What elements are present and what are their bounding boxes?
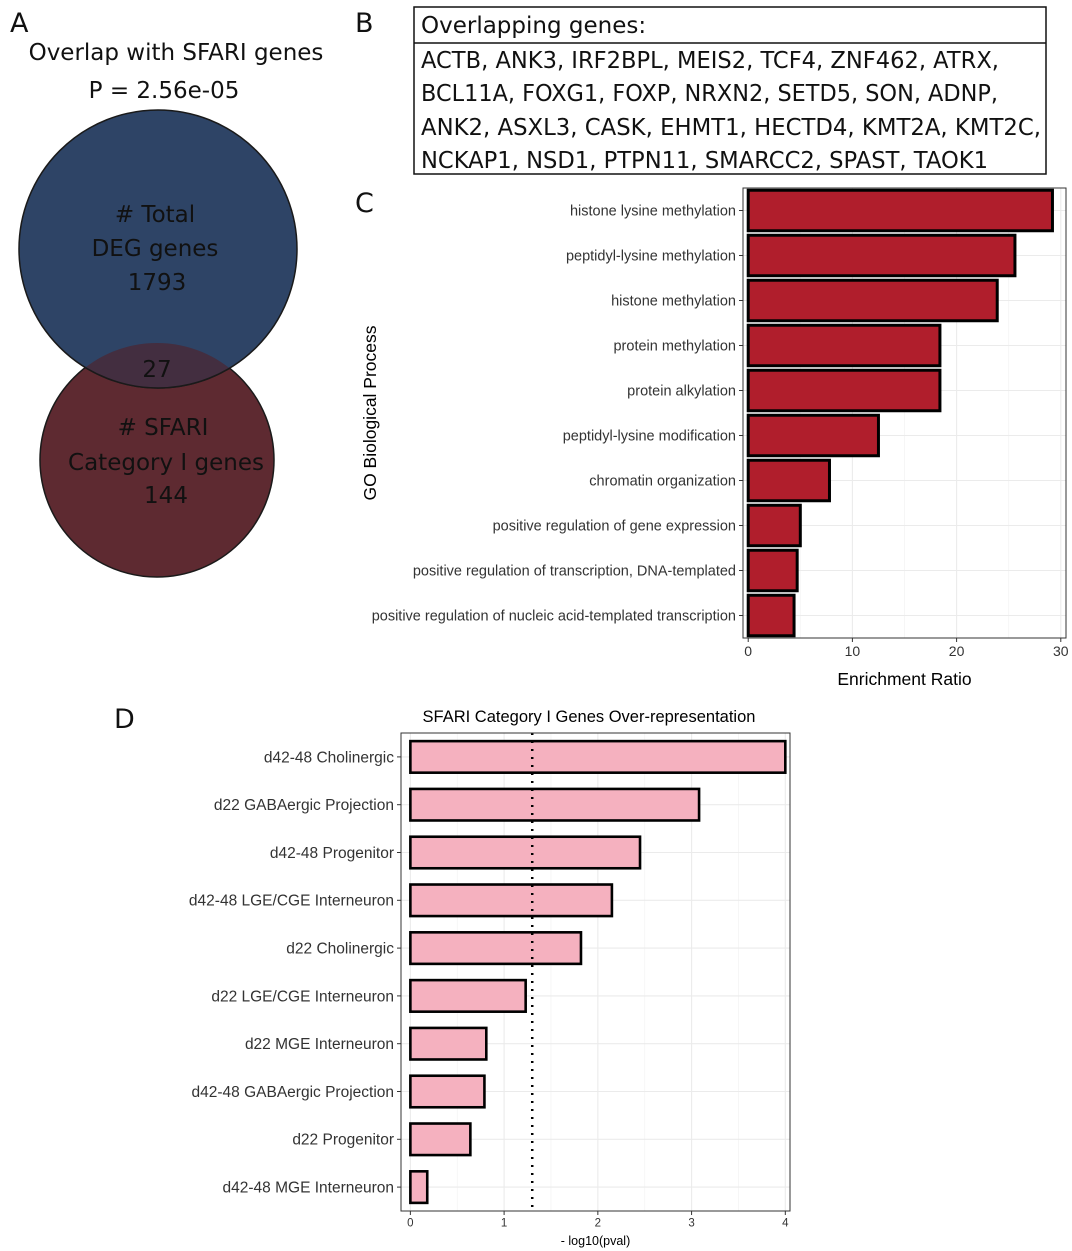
category-label: positive regulation of gene expression bbox=[493, 519, 736, 535]
x-tick-label: 1 bbox=[501, 1218, 507, 1230]
gene-box: Overlapping genes: ACTB, ANK3, IRF2BPL, … bbox=[413, 6, 1047, 175]
x-tick-label: 0 bbox=[407, 1218, 413, 1230]
panel-label-a: A bbox=[10, 8, 29, 39]
gene-line: ACTB, ANK3, IRF2BPL, MEIS2, TCF4, ZNF462… bbox=[421, 48, 999, 74]
overlap-count: 27 bbox=[142, 357, 171, 383]
category-label: d42-48 Progenitor bbox=[270, 845, 394, 862]
x-tick-label: 0 bbox=[744, 643, 752, 659]
sfari-label-line2: Category I genes bbox=[68, 450, 264, 476]
category-label: d42-48 Cholinergic bbox=[264, 749, 394, 766]
bar bbox=[409, 739, 787, 774]
category-label: d22 MGE Interneuron bbox=[245, 1036, 394, 1053]
category-label: positive regulation of transcription, DN… bbox=[413, 564, 736, 580]
venn-diagram bbox=[18, 109, 298, 578]
category-label: d22 Cholinergic bbox=[286, 941, 394, 958]
bar bbox=[746, 233, 1017, 278]
category-label: d22 Progenitor bbox=[292, 1132, 394, 1149]
bar bbox=[746, 323, 942, 368]
sfari-overrepresentation-chart: d42-48 Cholinergic d22 GABAergic Projecti… bbox=[189, 708, 791, 1248]
go-enrichment-chart: histone lysine methylation peptidyl-lysin… bbox=[360, 187, 1069, 689]
x-axis-label: - log10(pval) bbox=[561, 1234, 630, 1248]
sfari-count: 144 bbox=[144, 483, 188, 509]
panel-border bbox=[742, 187, 1067, 639]
panel-label-d: D bbox=[114, 704, 135, 735]
category-label: protein alkylation bbox=[627, 384, 736, 400]
bar bbox=[409, 1170, 429, 1205]
gene-line: BCL11A, FOXG1, FOXP, NRXN2, SETD5, SON, … bbox=[421, 81, 998, 107]
bar bbox=[746, 593, 796, 638]
x-tick-label: 10 bbox=[845, 643, 861, 659]
category-label: d42-48 MGE Interneuron bbox=[223, 1180, 394, 1197]
bar bbox=[746, 503, 802, 548]
bar bbox=[746, 278, 999, 323]
category-label: positive regulation of nucleic acid-temp… bbox=[372, 609, 736, 625]
bar bbox=[409, 1026, 488, 1061]
category-label: d22 GABAergic Projection bbox=[214, 797, 394, 814]
bar bbox=[746, 548, 799, 593]
category-label: histone methylation bbox=[611, 294, 736, 310]
category-label: protein methylation bbox=[613, 339, 736, 355]
category-label: d42-48 LGE/CGE Interneuron bbox=[189, 893, 394, 910]
sfari-label-line1: # SFARI bbox=[118, 415, 209, 441]
deg-label-line1: # Total bbox=[115, 202, 195, 228]
bar bbox=[409, 883, 614, 918]
x-axis-label: Enrichment Ratio bbox=[837, 669, 971, 689]
bar bbox=[746, 368, 942, 413]
x-tick-label: 30 bbox=[1053, 643, 1069, 659]
panel-label-b: B bbox=[355, 8, 374, 39]
panel-label-c: C bbox=[355, 188, 374, 219]
deg-count: 1793 bbox=[128, 270, 187, 296]
venn-title: Overlap with SFARI genes bbox=[29, 40, 324, 66]
category-label: peptidyl-lysine methylation bbox=[566, 249, 736, 265]
chart-title: SFARI Category I Genes Over-representati… bbox=[423, 708, 756, 726]
deg-label-line2: DEG genes bbox=[92, 236, 219, 262]
category-label: chromatin organization bbox=[589, 474, 736, 490]
panel-border bbox=[400, 732, 791, 1212]
x-tick-label: 4 bbox=[782, 1218, 789, 1230]
gene-box-border bbox=[413, 6, 1047, 175]
x-tick-label: 3 bbox=[688, 1218, 694, 1230]
bar bbox=[409, 931, 583, 966]
y-axis-label: GO Biological Process bbox=[360, 325, 380, 500]
category-label: peptidyl-lysine modification bbox=[563, 429, 736, 445]
bar bbox=[409, 1122, 472, 1157]
bar bbox=[746, 458, 831, 503]
category-label: d42-48 GABAergic Projection bbox=[192, 1084, 394, 1101]
overlap-region bbox=[40, 343, 274, 389]
gene-line: NCKAP1, NSD1, PTPN11, SMARCC2, SPAST, TA… bbox=[421, 148, 988, 174]
bar bbox=[409, 978, 527, 1013]
bar bbox=[409, 1074, 486, 1109]
category-label: histone lysine methylation bbox=[570, 204, 736, 220]
x-tick-label: 20 bbox=[949, 643, 965, 659]
gene-box-header: Overlapping genes: bbox=[421, 13, 646, 39]
bar bbox=[746, 188, 1054, 233]
gene-line: ANK2, ASXL3, CASK, EHMT1, HECTD4, KMT2A,… bbox=[421, 115, 1041, 141]
bar bbox=[746, 413, 880, 458]
bar bbox=[409, 835, 642, 870]
x-tick-label: 2 bbox=[595, 1218, 601, 1230]
category-label: d22 LGE/CGE Interneuron bbox=[211, 988, 394, 1005]
venn-pvalue: P = 2.56e-05 bbox=[89, 78, 240, 104]
bar bbox=[409, 787, 701, 822]
